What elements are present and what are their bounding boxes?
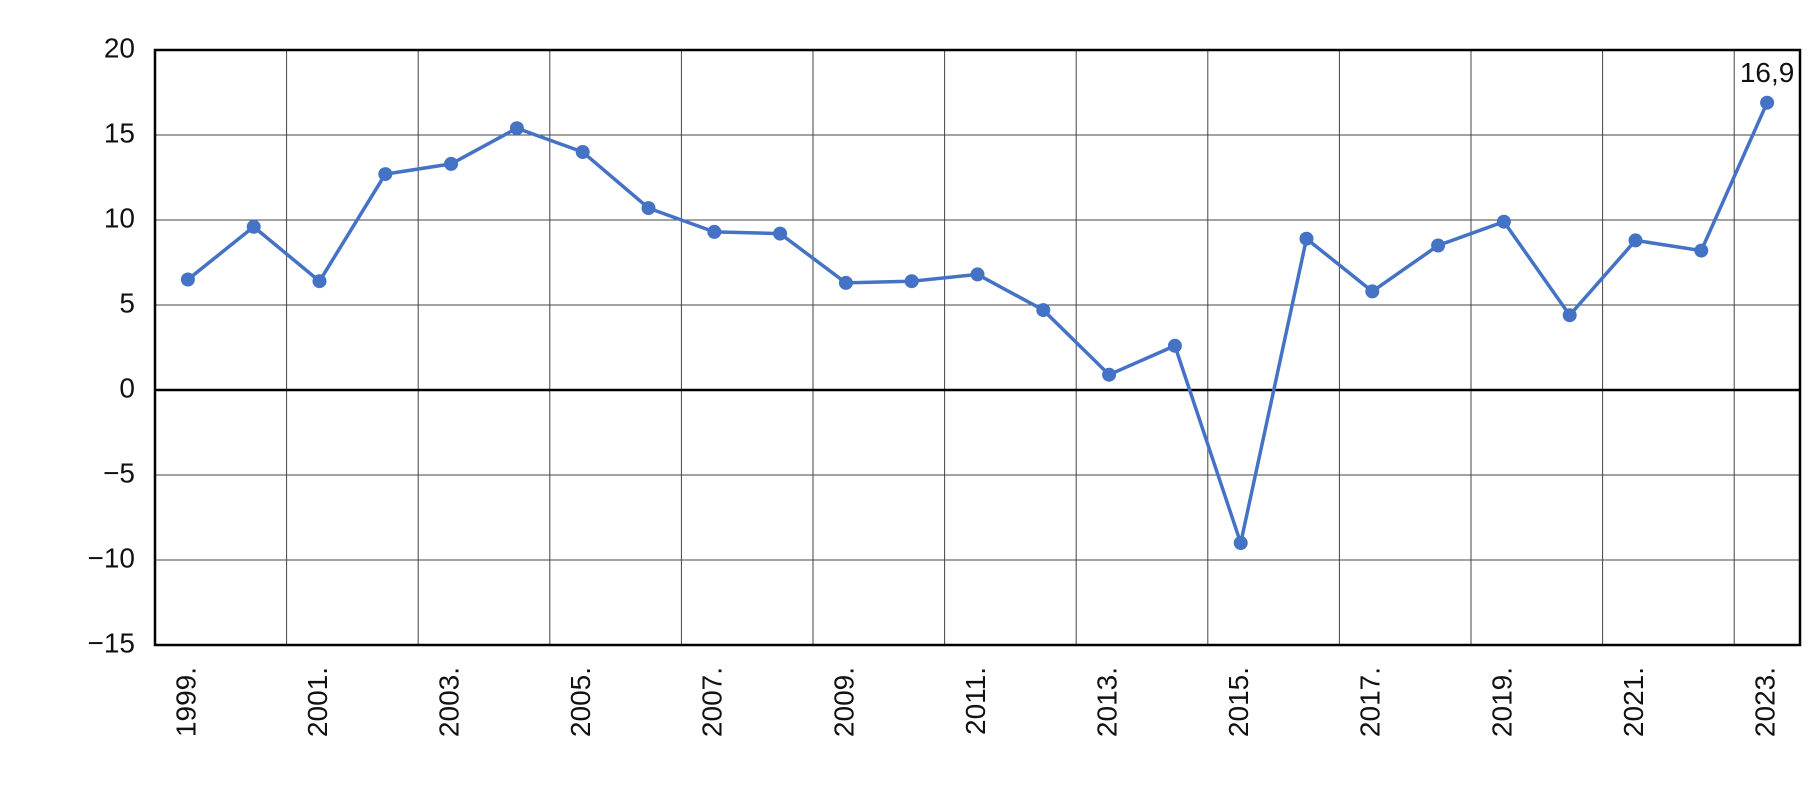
point: [246, 219, 261, 234]
y-tick-label: −15: [88, 627, 136, 658]
point: [707, 224, 722, 239]
y-tick-label: −10: [88, 542, 136, 573]
point: [1299, 231, 1314, 246]
x-tick-label: 2011.: [960, 667, 991, 735]
x-tick-label: 2007.: [697, 667, 728, 737]
y-tick-label: 15: [104, 117, 135, 148]
point: [1562, 308, 1577, 323]
point: [904, 274, 919, 289]
point: [1102, 367, 1117, 382]
y-tick-label: 0: [119, 372, 135, 403]
value-label: 16,9: [1740, 57, 1795, 88]
series-line: [186, 101, 1769, 550]
point: [1760, 95, 1775, 110]
point: [180, 272, 195, 287]
point: [1233, 536, 1248, 550]
point: [1431, 238, 1446, 253]
x-tick-label: 2023.: [1749, 667, 1780, 737]
point: [1628, 233, 1643, 248]
point: [509, 121, 524, 136]
point: [838, 275, 853, 290]
point: [970, 267, 985, 282]
point: [1036, 303, 1051, 318]
plot-frame: [153, 48, 1802, 647]
x-tick-label: 2021.: [1618, 667, 1649, 737]
point: [575, 145, 590, 159]
x-tick-label: 2009.: [828, 667, 859, 737]
x-tick-label: 2017.: [1355, 667, 1386, 737]
y-tick-label: 5: [119, 287, 135, 318]
point: [773, 226, 788, 241]
y-tick-label: 20: [104, 32, 135, 63]
point: [312, 274, 327, 289]
point: [1694, 243, 1709, 258]
x-tick-label: 2005.: [565, 667, 596, 737]
x-tick-label: 2019.: [1486, 667, 1517, 737]
point: [444, 156, 459, 171]
point: [1496, 214, 1511, 229]
y-tick-label: 10: [104, 202, 135, 233]
x-tick-label: 1999.: [170, 667, 201, 737]
y-tick-label: −5: [103, 457, 135, 488]
x-tick-label: 2001.: [302, 667, 333, 737]
point: [378, 167, 393, 182]
point: [1167, 338, 1182, 353]
point: [641, 201, 656, 216]
point: [1365, 284, 1380, 299]
x-tick-label: 2013.: [1091, 667, 1122, 737]
x-tick-label: 2003.: [433, 667, 464, 737]
x-tick-label: 2015.: [1223, 667, 1254, 737]
